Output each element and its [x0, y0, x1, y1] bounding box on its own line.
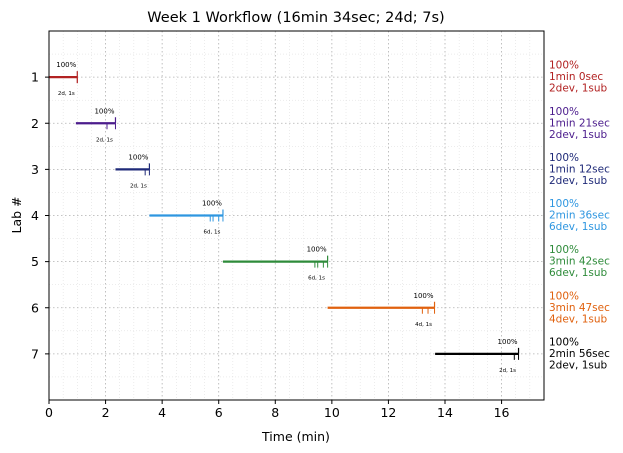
- y-axis-ticks: 1 2 3 4 5 6 7: [31, 70, 49, 361]
- lab-3-count-label: 2d, 1s: [130, 183, 147, 189]
- lab-6-summary-line: 100%: [549, 290, 579, 302]
- lab-3-summary-line: 1min 12sec: [549, 163, 610, 175]
- lab-5-count-label: 6d, 1s: [308, 276, 325, 282]
- y-tick-label: 3: [31, 162, 39, 177]
- x-tick-label: 10: [324, 405, 340, 420]
- lab-1-count-label: 2d, 1s: [58, 91, 75, 97]
- lab-5-summary-line: 6dev, 1sub: [549, 267, 608, 279]
- lab-2-summary-line: 100%: [549, 106, 579, 118]
- lab-5-summary-line: 3min 42sec: [549, 256, 610, 268]
- y-axis-label: Lab #: [9, 196, 24, 233]
- x-tick-label: 12: [380, 405, 396, 420]
- lab-2-summary-line: 1min 21sec: [549, 117, 610, 129]
- lab-5-summary-line: 100%: [549, 244, 579, 256]
- y-tick-label: 7: [31, 346, 39, 361]
- lab-3-summary-line: 100%: [549, 152, 579, 164]
- lab-5-percent-label: 100%: [307, 246, 327, 254]
- x-axis-label: Time (min): [261, 429, 330, 444]
- lab-6-summary-line: 3min 47sec: [549, 302, 610, 314]
- chart-title: Week 1 Workflow (16min 34sec; 24d; 7s): [147, 10, 444, 26]
- x-tick-label: 14: [437, 405, 453, 420]
- lab-1-summary-line: 100%: [549, 60, 579, 72]
- x-tick-label: 2: [102, 405, 110, 420]
- lab-3-percent-label: 100%: [128, 153, 148, 161]
- lab-6-count-label: 4d, 1s: [415, 322, 432, 328]
- x-tick-label: 4: [158, 405, 166, 420]
- lab-1-percent-label: 100%: [56, 61, 76, 69]
- lab-7-count-label: 2d, 1s: [499, 368, 516, 374]
- lab-4-summary-line: 2min 36sec: [549, 210, 610, 222]
- y-tick-label: 1: [31, 70, 39, 85]
- lab-6-summary-line: 4dev, 1sub: [549, 313, 608, 325]
- lab-3-summary-line: 2dev, 1sub: [549, 175, 608, 187]
- lab-1-summary-line: 2dev, 1sub: [549, 83, 608, 95]
- lab-4-count-label: 6d, 1s: [204, 230, 221, 236]
- lab-1-summary-line: 1min 0sec: [549, 71, 603, 83]
- x-tick-label: 16: [494, 405, 510, 420]
- x-tick-label: 8: [271, 405, 279, 420]
- lab-2-count-label: 2d, 1s: [96, 137, 113, 143]
- x-tick-label: 6: [215, 405, 223, 420]
- lab-7-percent-label: 100%: [498, 338, 518, 346]
- grid: [48, 31, 544, 400]
- timeline-marks: 100% 2d, 1s 100% 2d, 1s 100% 2d, 1s 100% 6d, 1s…: [49, 61, 520, 374]
- lab-2-summary-line: 2dev, 1sub: [549, 129, 608, 141]
- x-tick-label: 0: [45, 405, 53, 420]
- lab-7-summary-line: 2min 56sec: [549, 348, 610, 360]
- x-axis-ticks: 0 2 4 6 8 10 12 14 16: [45, 400, 510, 420]
- y-tick-label: 4: [31, 208, 39, 223]
- y-tick-label: 5: [31, 254, 39, 269]
- lab-7-summary-line: 100%: [549, 336, 579, 348]
- lab-7-summary-line: 2dev, 1sub: [549, 359, 608, 371]
- lab-4-percent-label: 100%: [202, 200, 222, 208]
- y-tick-label: 6: [31, 300, 39, 315]
- lab-4-summary-line: 6dev, 1sub: [549, 221, 608, 233]
- lab-2-percent-label: 100%: [94, 107, 114, 115]
- lab-4-summary-line: 100%: [549, 198, 579, 210]
- lab-6-percent-label: 100%: [414, 292, 434, 300]
- y-tick-label: 2: [31, 116, 39, 131]
